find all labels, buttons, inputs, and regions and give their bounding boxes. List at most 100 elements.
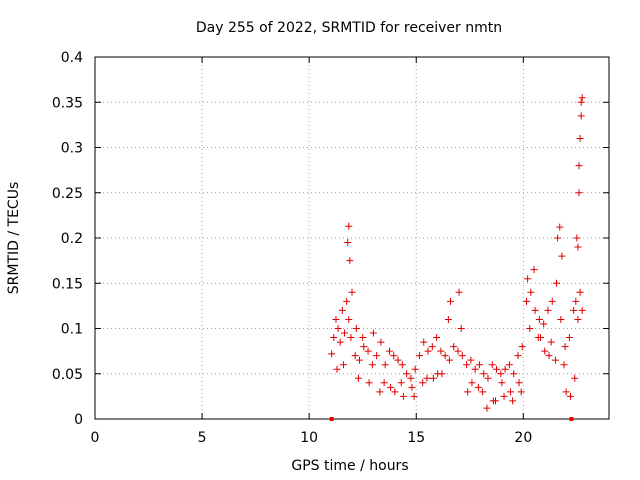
data-point: [483, 404, 491, 412]
data-point: [339, 361, 347, 369]
data-point: [545, 352, 553, 360]
data-point: [468, 379, 476, 387]
data-point: [480, 370, 488, 378]
x-tick-label: 20: [514, 430, 532, 446]
y-tick-label: 0.05: [52, 367, 83, 383]
grid-lines: [95, 57, 609, 419]
data-point: [341, 329, 349, 337]
data-point: [369, 329, 377, 337]
chart-title: Day 255 of 2022, SRMTID for receiver nmt…: [196, 20, 502, 36]
data-point: [484, 374, 492, 382]
data-point: [514, 352, 522, 360]
data-point: [336, 338, 344, 346]
axis-ticks: 0 5 10 15 20 0 0.05 0.1 0.15 0.2 0.25 0.3 0.35 0.4: [52, 50, 609, 446]
y-tick-label: 0.4: [61, 50, 83, 66]
x-tick-label: 5: [198, 430, 207, 446]
data-point: [385, 347, 393, 355]
data-point: [475, 361, 483, 369]
data-point: [359, 334, 367, 342]
data-point: [576, 134, 584, 142]
data-point: [526, 325, 534, 332]
data-point: [394, 356, 402, 364]
data-point: [558, 252, 566, 260]
data-point: [517, 388, 525, 396]
data-point: [557, 315, 565, 323]
data-point: [518, 343, 526, 351]
data-point: [524, 275, 532, 283]
data-point: [575, 162, 583, 170]
y-tick-label: 0.3: [61, 141, 83, 157]
data-point: [547, 338, 555, 346]
y-tick-label: 0.1: [61, 322, 83, 338]
data-point: [498, 379, 506, 387]
data-point: [554, 234, 562, 242]
data-point: [556, 223, 564, 231]
data-point: [510, 370, 518, 378]
data-point: [338, 306, 346, 314]
data-point: [479, 388, 487, 396]
data-point: [551, 356, 559, 364]
data-point: [497, 370, 505, 378]
data-point: [354, 374, 362, 382]
data-point: [433, 334, 441, 342]
data-points: [328, 94, 586, 421]
data-point: [419, 379, 427, 387]
data-point: [333, 365, 341, 373]
data-point: [390, 352, 398, 360]
data-point: [364, 347, 372, 355]
data-point: [509, 397, 517, 405]
data-point: [377, 338, 385, 346]
data-point: [397, 379, 405, 387]
data-point: [360, 343, 368, 351]
data-point: [457, 325, 465, 332]
data-point: [343, 297, 351, 305]
data-point: [351, 352, 359, 360]
data-point: [574, 315, 582, 323]
data-point: [373, 352, 381, 360]
data-point: [548, 297, 556, 305]
data-point: [577, 112, 585, 120]
x-tick-label: 10: [300, 430, 318, 446]
data-point: [387, 383, 395, 391]
data-point: [399, 392, 407, 400]
data-point: [544, 306, 552, 314]
data-point: [506, 388, 514, 396]
data-point: [458, 352, 466, 360]
zero-marker: [329, 417, 334, 421]
data-point: [471, 365, 479, 373]
data-point: [381, 361, 389, 369]
data-point: [403, 370, 411, 378]
data-point: [535, 315, 543, 323]
data-point: [576, 288, 584, 296]
data-point: [348, 288, 356, 296]
data-point: [428, 343, 436, 351]
data-point: [571, 374, 579, 382]
data-point: [573, 234, 581, 242]
y-tick-label: 0.35: [52, 95, 83, 111]
data-point: [437, 347, 445, 355]
x-axis-label: GPS time / hours: [291, 458, 408, 474]
data-point: [434, 370, 442, 378]
data-point: [411, 365, 419, 373]
data-point: [410, 392, 418, 400]
data-point: [380, 379, 388, 387]
data-point: [332, 315, 340, 323]
data-point: [493, 365, 501, 373]
data-point: [444, 315, 452, 323]
data-point: [407, 374, 415, 382]
data-point: [560, 361, 568, 369]
data-point: [429, 374, 437, 382]
data-point: [566, 392, 574, 400]
data-point: [355, 356, 363, 364]
data-point: [415, 352, 423, 360]
y-axis-label: SRMTID / TECUs: [6, 182, 22, 295]
data-point: [398, 361, 406, 369]
data-point: [328, 350, 336, 358]
data-point: [345, 222, 353, 230]
data-point: [527, 288, 535, 296]
data-point: [368, 361, 376, 369]
data-point: [501, 365, 509, 373]
data-point: [344, 239, 352, 247]
y-tick-label: 0.25: [52, 186, 83, 202]
